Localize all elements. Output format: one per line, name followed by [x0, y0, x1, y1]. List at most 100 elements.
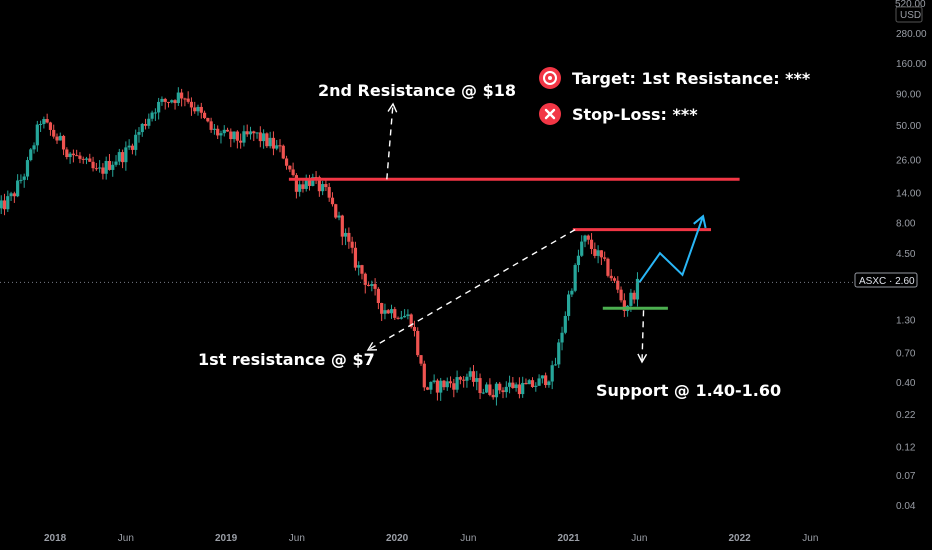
candle-body	[337, 215, 341, 218]
candle-body	[537, 378, 541, 386]
candle-body	[242, 131, 246, 143]
candle-body	[183, 98, 187, 100]
price-tick-label: 90.00	[896, 89, 921, 100]
candle-body	[311, 177, 315, 186]
candle-body	[583, 235, 587, 242]
support-label: Support @ 1.40-1.60	[596, 381, 781, 400]
candle-body	[298, 184, 302, 192]
candle-body	[35, 124, 39, 146]
candle-body	[225, 129, 230, 132]
candle-body	[32, 145, 36, 150]
candle-body	[478, 378, 482, 394]
candle-body	[160, 98, 164, 102]
candle-body	[425, 387, 430, 390]
candle-body	[366, 284, 371, 286]
candle-body	[48, 122, 53, 130]
candle-body	[281, 145, 285, 159]
candle-body	[593, 248, 597, 256]
candle-body	[566, 294, 571, 316]
candle-body	[271, 137, 276, 149]
candle-body	[465, 376, 469, 381]
price-tick-label: 280.00	[896, 29, 927, 40]
price-tick-label: 0.22	[896, 410, 916, 421]
candle-body	[547, 381, 551, 386]
candle-body	[514, 384, 518, 389]
candle-body	[124, 147, 128, 163]
candle-body	[557, 342, 561, 365]
last-price-tag-label: ASXC · 2.60	[859, 276, 915, 287]
candle-body	[199, 106, 203, 113]
candle-body	[84, 158, 89, 160]
candle-body	[288, 165, 292, 170]
candle-body	[494, 383, 499, 398]
candle-body	[166, 101, 171, 103]
time-axis[interactable]: 2018 Jun 2019 Jun 2020 Jun 2021 Jun 2022 Jun	[44, 533, 818, 544]
candle-body	[314, 177, 318, 179]
candle-body	[219, 133, 223, 136]
price-levels	[288, 177, 740, 310]
candle-body	[530, 380, 535, 387]
price-tick-label: 0.04	[896, 501, 916, 512]
candle-body	[616, 280, 620, 290]
candle-body	[389, 309, 394, 314]
candle-body	[455, 377, 459, 390]
price-axis[interactable]: 280.00 160.00 90.00 50.00 26.00 14.00 8.00 4.50…	[896, 29, 927, 512]
candle-body	[170, 100, 174, 103]
first-resistance-arrow-head	[366, 341, 378, 351]
candle-body	[445, 381, 449, 388]
candle-body	[471, 371, 476, 382]
candle-body	[68, 153, 72, 158]
candle-body	[507, 382, 512, 387]
time-tick-label: Jun	[118, 533, 134, 544]
time-tick-label: Jun	[460, 533, 476, 544]
price-tick-label: 8.00	[896, 219, 916, 230]
candle-body	[383, 310, 387, 314]
candle-body	[370, 284, 374, 286]
candle-body	[268, 137, 272, 147]
price-tick-label: 4.50	[896, 249, 916, 260]
candle-body	[353, 247, 358, 268]
time-tick-label: Jun	[289, 533, 305, 544]
price-axis-top-value: 520.00	[895, 0, 926, 10]
candle-body	[248, 131, 253, 135]
candle-body	[229, 131, 233, 140]
candle-body	[65, 149, 69, 158]
candle-body	[0, 200, 3, 209]
candle-body	[111, 164, 115, 170]
candle-body	[324, 184, 328, 188]
candle-body	[291, 169, 295, 176]
candle-body	[147, 118, 151, 126]
candle-body	[104, 160, 108, 174]
first-resistance-label: 1st resistance @ $7	[198, 350, 375, 369]
candle-body	[143, 123, 148, 126]
price-tick-label: 0.70	[896, 348, 916, 359]
candle-body	[284, 158, 289, 166]
candle-body	[448, 381, 453, 384]
candle-body	[55, 136, 59, 141]
candle-body	[462, 379, 466, 381]
candle-body	[373, 284, 377, 289]
candle-body	[596, 250, 600, 256]
candle-body	[432, 380, 436, 382]
candle-body	[45, 119, 49, 123]
candle-body	[534, 385, 538, 387]
candle-body	[517, 384, 522, 395]
price-tick-label: 1.30	[896, 315, 916, 326]
support-arrow-head	[637, 353, 648, 364]
candle-body	[222, 129, 226, 134]
candle-body	[216, 128, 220, 136]
projection-arrow-head	[693, 214, 707, 229]
first-resistance-arrow	[367, 229, 576, 351]
price-tick-label: 26.00	[896, 156, 921, 167]
time-tick-label: Jun	[802, 533, 818, 544]
candle-body	[458, 377, 462, 380]
candle-body	[580, 241, 584, 256]
candle-body	[81, 158, 85, 160]
candle-body	[350, 241, 354, 248]
candle-body	[42, 119, 46, 125]
candle-body	[307, 179, 312, 186]
candle-body	[88, 158, 92, 162]
candle-body	[334, 204, 338, 218]
candle-body	[262, 133, 266, 142]
candle-body	[255, 132, 259, 134]
